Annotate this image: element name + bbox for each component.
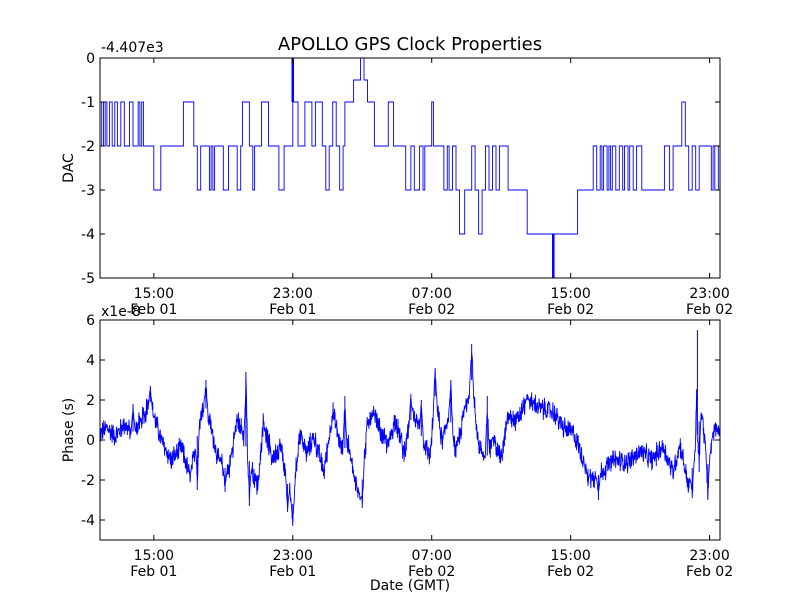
dac-plot-area bbox=[100, 58, 720, 278]
dac-xtick-time-label: 23:00 bbox=[689, 286, 729, 302]
dac-xtick-date-label: Feb 02 bbox=[686, 302, 733, 318]
phase-ytick-label: -2 bbox=[81, 473, 95, 489]
phase-ytick-label: -4 bbox=[81, 513, 95, 529]
dac-xtick-time-label: 15:00 bbox=[134, 286, 174, 302]
dac-series-line bbox=[100, 58, 720, 235]
dac-ytick-label: 0 bbox=[86, 51, 95, 67]
dac-xtick-time-label: 15:00 bbox=[550, 286, 590, 302]
dac-ytick-label: -3 bbox=[81, 183, 95, 199]
dac-ytick-label: -2 bbox=[81, 139, 95, 155]
dac-xtick-date-label: Feb 02 bbox=[547, 302, 594, 318]
phase-xtick-time-label: 23:00 bbox=[689, 548, 729, 564]
phase-xtick-date-label: Feb 02 bbox=[408, 564, 455, 580]
x-axis-label: Date (GMT) bbox=[370, 578, 450, 594]
phase-ytick-label: 4 bbox=[86, 353, 95, 369]
phase-axes-frame bbox=[99, 319, 721, 541]
chart-title: APOLLO GPS Clock Properties bbox=[278, 34, 542, 55]
phase-xtick-time-label: 23:00 bbox=[273, 548, 313, 564]
phase-ytick-label: 2 bbox=[86, 393, 95, 409]
dac-ytick-label: -5 bbox=[81, 271, 95, 287]
phase-plot-area bbox=[100, 330, 720, 526]
phase-ylabel: Phase (s) bbox=[61, 398, 77, 462]
phase-xtick-date-label: Feb 01 bbox=[130, 564, 177, 580]
dac-xtick-date-label: Feb 01 bbox=[130, 302, 177, 318]
phase-xtick-time-label: 07:00 bbox=[412, 548, 452, 564]
phase-series-line bbox=[100, 352, 720, 523]
phase-xtick-date-label: Feb 02 bbox=[547, 564, 594, 580]
dac-xtick-date-label: Feb 01 bbox=[269, 302, 316, 318]
dac-xtick-time-label: 23:00 bbox=[273, 286, 313, 302]
dac-ytick-label: -1 bbox=[81, 95, 95, 111]
phase-ytick-label: 6 bbox=[86, 313, 95, 329]
dac-xtick-time-label: 07:00 bbox=[412, 286, 452, 302]
dac-ytick-label: -4 bbox=[81, 227, 95, 243]
phase-xtick-time-label: 15:00 bbox=[550, 548, 590, 564]
dac-xtick-date-label: Feb 02 bbox=[408, 302, 455, 318]
phase-xtick-date-label: Feb 01 bbox=[269, 564, 316, 580]
dac-axes-frame bbox=[99, 57, 721, 279]
phase-xtick-date-label: Feb 02 bbox=[686, 564, 733, 580]
phase-ytick-label: 0 bbox=[86, 433, 95, 449]
dac-offset-text: -4.407e3 bbox=[101, 40, 164, 56]
phase-xtick-time-label: 15:00 bbox=[134, 548, 174, 564]
dac-ylabel: DAC bbox=[61, 153, 77, 183]
phase-offset-text: x1e-8 bbox=[101, 304, 141, 320]
